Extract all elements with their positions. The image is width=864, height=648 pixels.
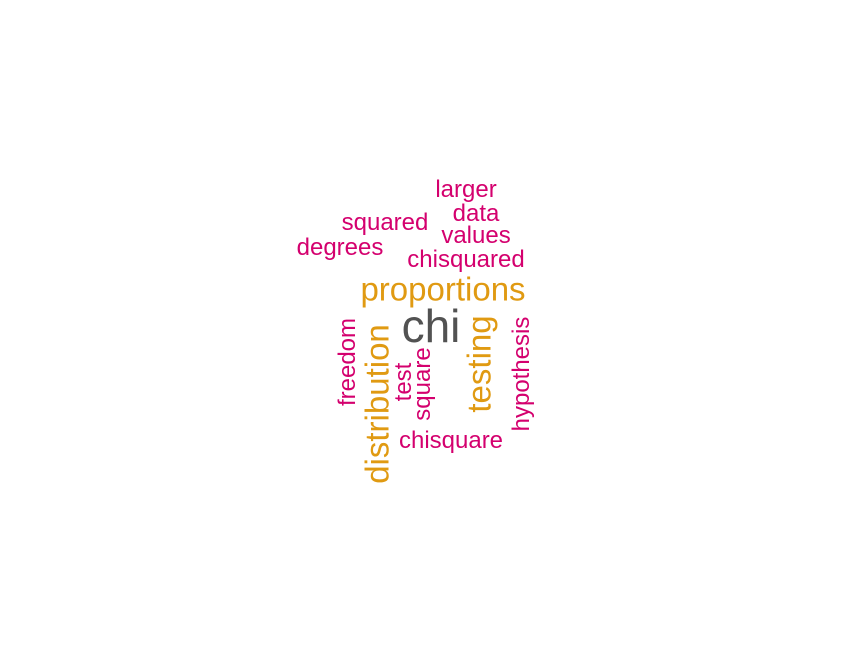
word-proportions: proportions [360,270,526,308]
word-squared: squared [341,209,429,236]
word-square: square [409,347,436,421]
word-hypothesis: hypothesis [508,316,535,432]
word-larger: larger [435,176,497,203]
word-chisquared: chisquared [407,246,525,273]
word-data: data [452,200,500,227]
word-freedom: freedom [334,317,361,407]
word-chi: chi [401,300,461,352]
word-chisquare: chisquare [398,427,504,454]
word-distribution: distribution [358,324,396,484]
word-values: values [441,222,511,249]
word-testing: testing [460,315,498,413]
word-degrees: degrees [296,234,384,261]
